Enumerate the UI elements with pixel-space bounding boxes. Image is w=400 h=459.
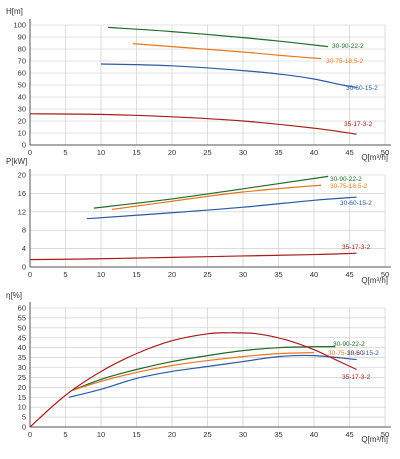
x-tick-label: 20 [168,148,176,157]
x-tick-label: 10 [97,148,105,157]
y-tick-label: 60 [18,304,26,313]
y-tick-label: 40 [18,343,26,352]
y-tick-label: 0 [22,423,26,432]
series-line-30-90-22-2 [108,26,329,48]
series-label: 30-75-18,5-2 [326,58,364,65]
y-tick-label: 60 [18,69,26,78]
series-line-30-75-18,5-2 [72,352,315,391]
x-tick-label: 10 [97,430,105,439]
x-tick-label: 25 [203,430,211,439]
y-tick-label: 4 [22,244,26,253]
y-tick-label: 10 [18,403,26,412]
x-tick-label: 10 [97,270,105,279]
y-axis-label: P[kW] [6,157,27,166]
chart-panel-3: 0 5 10 15 20 25 30 35 40 45 5005101520253035404550… [6,291,391,444]
y-tick-label: 25 [18,373,26,382]
series-label: 30-75-18,5-2 [330,183,368,190]
series-label: 35-17-3-2 [344,121,373,128]
x-tick-label: 50 [381,148,389,157]
series-line-30-75-18,5-2 [132,43,322,60]
series-line-35-17-3-2 [29,252,357,261]
series-label: 30-90-22-2 [332,43,364,50]
y-tick-label: 35 [18,353,26,362]
y-tick-label: 8 [22,226,26,235]
x-tick-label: 0 [28,148,32,157]
x-tick-label: 30 [239,430,247,439]
x-tick-label: 25 [203,148,211,157]
chart-panel-2: 0 5 10 15 20 25 30 35 40 45 50 0 4 8 12 16 20 P[kW] Q[m³/h… [6,157,391,285]
y-tick-label: 5 [22,413,26,422]
x-tick-label: 35 [274,148,282,157]
x-tick-label: 45 [345,148,353,157]
y-tick-label: 70 [18,57,26,66]
series-line-30-60-15-2 [68,354,357,398]
x-tick-label: 35 [274,270,282,279]
series-line-35-17-3-2 [29,332,357,428]
y-tick-label: 20 [18,383,26,392]
y-tick-label: 90 [18,33,26,42]
y-tick-label: 30 [18,105,26,114]
x-tick-label: 20 [168,430,176,439]
series-label: 30-75-18,5-2 [328,350,366,357]
x-axis-label: Q[m³/h] [361,435,388,444]
x-tick-label: 5 [63,148,67,157]
y-tick-label: 0 [22,141,26,150]
x-tick-label: 5 [63,430,67,439]
y-tick-label: 20 [18,171,26,180]
y-tick-label: 12 [18,207,26,216]
series-line-30-90-22-2 [93,175,329,209]
series-label: 30-60-15-2 [347,350,379,357]
x-tick-label: 40 [310,148,318,157]
y-tick-label: 50 [18,323,26,332]
y-tick-label: 45 [18,333,26,342]
series-label: 35-17-3-2 [342,374,371,381]
x-tick-label: 15 [132,270,140,279]
y-tick-label: 50 [18,81,26,90]
x-tick-label: 30 [239,270,247,279]
y-axis-label: H[m] [6,7,23,16]
series-line-30-90-22-2 [72,346,336,391]
series-label: 30-60-15-2 [340,200,372,207]
y-tick-label: 55 [18,313,26,322]
y-tick-label: 30 [18,363,26,372]
series-label: 30-60-15-2 [346,85,378,92]
x-tick-label: 5 [63,270,67,279]
x-tick-label: 50 [381,430,389,439]
x-tick-label: 40 [310,430,318,439]
chart-panel-1: 0 5 10 15 20 25 30 35 40 45 50 0 10 20 30 40 50 60 70 80 90 1… [6,7,391,162]
x-axis-label: Q[m³/h] [361,276,388,285]
y-tick-label: 80 [18,45,26,54]
y-tick-label: 20 [18,117,26,126]
x-tick-label: 25 [203,270,211,279]
series-line-30-75-18,5-2 [111,184,322,211]
x-tick-label: 0 [28,430,32,439]
series-label: 30-90-22-2 [333,341,365,348]
x-tick-label: 15 [132,148,140,157]
series-line-30-60-15-2 [86,196,357,220]
x-tick-label: 50 [381,270,389,279]
y-tick-label: 100 [13,21,26,30]
series-label: 35-17-3-2 [342,244,371,251]
x-tick-label: 40 [310,270,318,279]
x-tick-label: 30 [239,148,247,157]
series-label: 30-90-22-2 [330,176,362,183]
y-axis-label: η[%] [6,291,22,300]
x-axis-label: Q[m³/h] [361,153,388,162]
x-tick-label: 0 [28,270,32,279]
y-tick-label: 16 [18,189,26,198]
y-tick-label: 40 [18,93,26,102]
series-line-30-60-15-2 [100,63,357,88]
y-tick-label: 10 [18,129,26,138]
x-tick-label: 45 [345,430,353,439]
y-tick-label: 0 [22,263,26,272]
x-tick-label: 35 [274,430,282,439]
x-tick-label: 15 [132,430,140,439]
x-tick-label: 20 [168,270,176,279]
series-line-35-17-3-2 [29,113,357,135]
x-tick-label: 45 [345,270,353,279]
y-tick-label: 15 [18,393,26,402]
